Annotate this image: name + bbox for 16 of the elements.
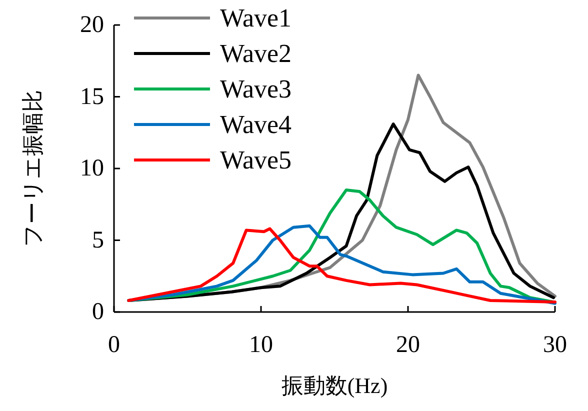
x-tick-label: 30 [543, 332, 567, 358]
x-tick-label: 0 [108, 332, 120, 358]
legend-label: Wave3 [220, 74, 292, 104]
x-axis-title: 振動数(Hz) [281, 373, 388, 398]
legend-label: Wave4 [220, 110, 292, 139]
y-axis-title: フーリエ振幅比 [20, 90, 45, 247]
y-tick-label: 15 [80, 84, 104, 110]
x-tick-label: 20 [396, 332, 420, 358]
y-tick-label: 20 [80, 12, 104, 38]
y-tick-label: 5 [92, 227, 104, 254]
y-tick-label: 0 [92, 299, 104, 325]
legend-label: Wave2 [220, 39, 292, 68]
legend-label: Wave1 [220, 4, 292, 32]
x-tick-label: 10 [249, 332, 273, 358]
y-tick-label: 10 [80, 156, 104, 182]
legend-label: Wave5 [220, 146, 292, 174]
